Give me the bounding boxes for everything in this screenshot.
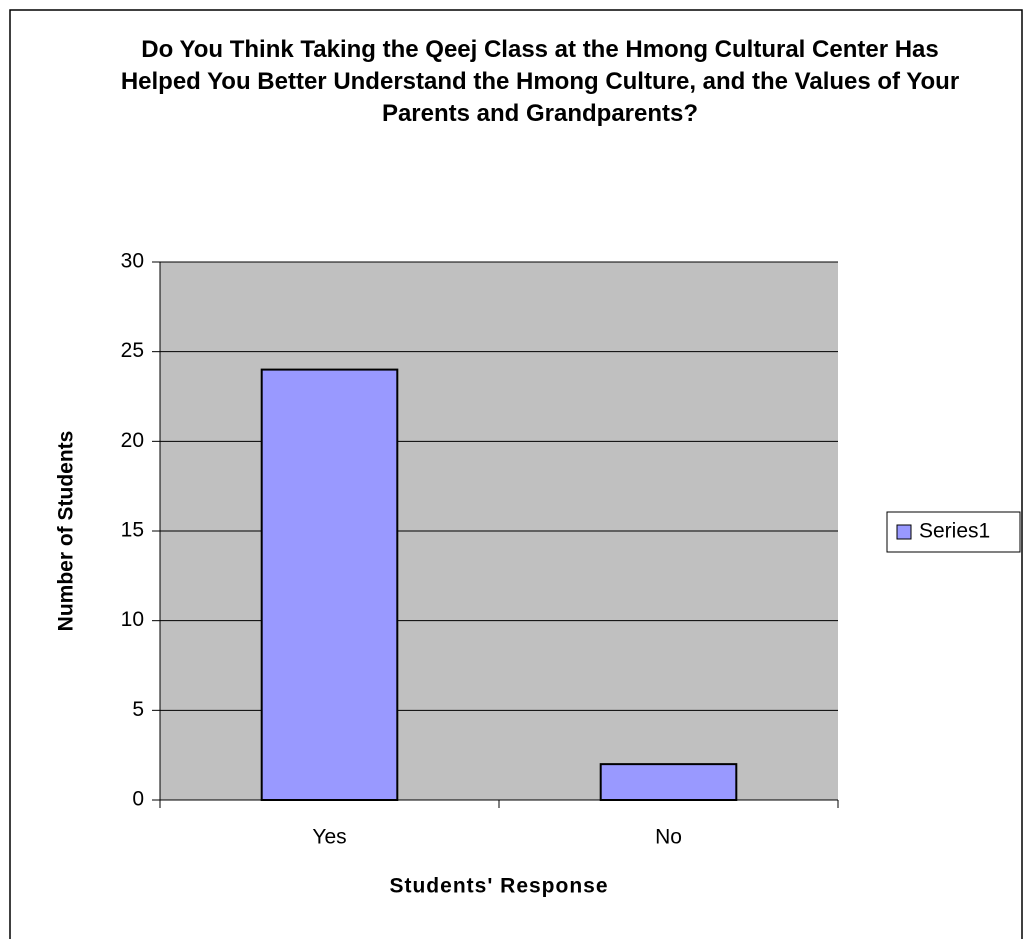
y-tick-label: 15 <box>121 519 144 542</box>
y-tick-label: 20 <box>121 429 144 452</box>
y-tick-label: 30 <box>121 250 144 273</box>
y-tick-label: 5 <box>132 698 144 721</box>
x-tick-label: Yes <box>312 826 346 849</box>
x-tick-label: No <box>655 826 682 849</box>
x-axis-label: Students' Response <box>389 875 608 898</box>
bar <box>599 763 738 802</box>
y-axis-label: Number of Students <box>55 431 78 632</box>
bar <box>260 368 399 801</box>
y-tick-label: 0 <box>132 788 144 811</box>
legend-label: Series1 <box>919 520 990 543</box>
y-tick-label: 10 <box>121 608 144 631</box>
chart-title: Do You Think Taking the Qeej Class at th… <box>120 36 960 127</box>
legend-swatch <box>896 524 912 540</box>
y-tick-label: 25 <box>121 339 144 362</box>
